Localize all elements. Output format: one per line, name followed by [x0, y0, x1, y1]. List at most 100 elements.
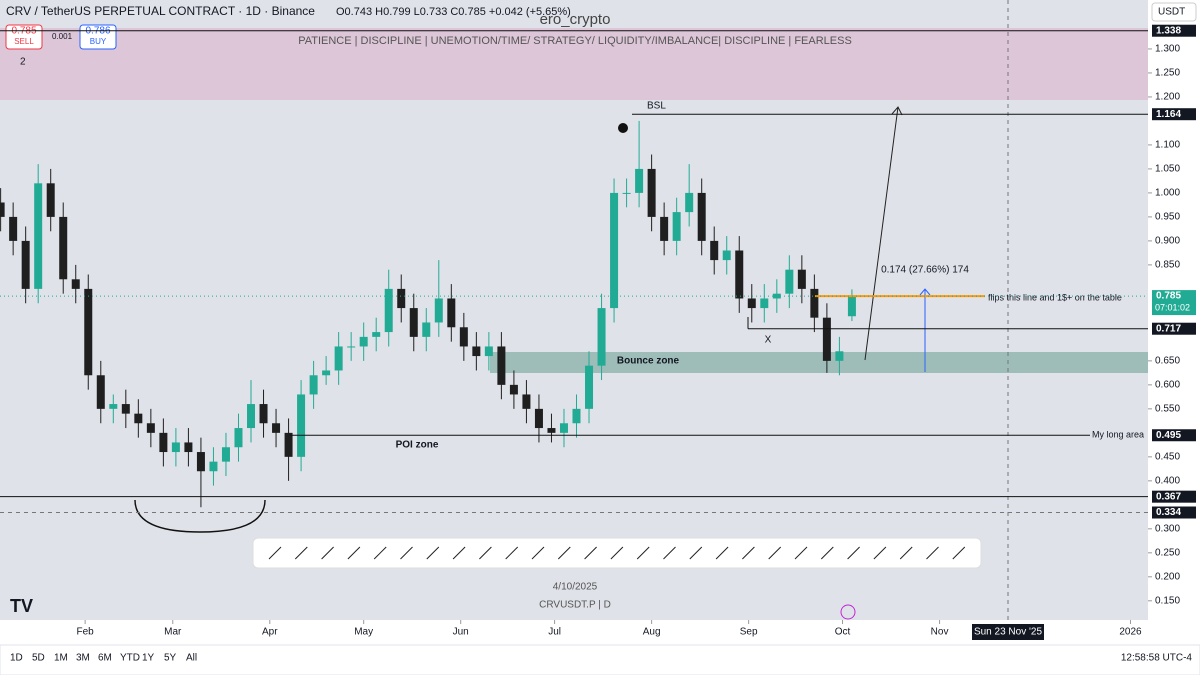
- tool-icon[interactable]: [820, 546, 834, 560]
- candle-body: [810, 288, 819, 318]
- x-tick-label: Mar: [164, 627, 182, 638]
- candle-body: [184, 442, 193, 453]
- range-button[interactable]: 1Y: [142, 653, 155, 664]
- candle-body: [835, 351, 844, 361]
- x-tick-label: Oct: [835, 627, 851, 638]
- x-tick-label: May: [354, 627, 373, 638]
- sell-label[interactable]: SELL: [14, 37, 34, 46]
- y-tick-label: 0.300: [1155, 523, 1180, 534]
- price-badge-label: 0.785: [1156, 291, 1181, 302]
- price-badge-label: 0.334: [1156, 507, 1181, 518]
- tool-icon[interactable]: [479, 546, 492, 560]
- candle-body: [697, 192, 706, 241]
- candle-body: [785, 269, 794, 294]
- price-badge-label: 0.495: [1156, 430, 1181, 441]
- candle-body: [196, 452, 205, 472]
- y-tick-label: 0.950: [1155, 212, 1180, 223]
- tool-icon[interactable]: [689, 546, 703, 560]
- candle-body: [847, 296, 856, 317]
- indicator-count[interactable]: 2: [20, 57, 26, 68]
- buy-label[interactable]: BUY: [90, 37, 107, 46]
- tool-icon[interactable]: [768, 546, 782, 560]
- candle-body: [760, 298, 769, 309]
- alert-icon[interactable]: [618, 123, 628, 133]
- candle-body: [497, 346, 506, 385]
- tool-icon[interactable]: [452, 546, 466, 560]
- candle-body: [21, 240, 30, 289]
- candle-body: [484, 346, 493, 357]
- tool-icon[interactable]: [347, 546, 361, 560]
- range-button[interactable]: 3M: [76, 653, 90, 664]
- candle-body: [234, 428, 243, 448]
- tool-icon[interactable]: [400, 546, 413, 560]
- price-axis: [1148, 0, 1200, 645]
- candle-body: [46, 183, 55, 217]
- measure-label: 0.174 (27.66%) 174: [881, 265, 969, 276]
- events-icon[interactable]: [840, 604, 856, 620]
- candle-body: [96, 375, 105, 409]
- range-button[interactable]: YTD: [120, 653, 140, 664]
- candle-body: [71, 279, 80, 289]
- tool-icon[interactable]: [847, 546, 860, 560]
- tool-icon[interactable]: [294, 546, 308, 560]
- tool-icon[interactable]: [373, 546, 387, 560]
- candle-body: [672, 212, 681, 241]
- tool-icon[interactable]: [426, 546, 440, 560]
- tool-icon[interactable]: [952, 546, 966, 560]
- price-badge-label: 0.367: [1156, 491, 1181, 502]
- candle-body: [597, 308, 606, 366]
- range-button[interactable]: 6M: [98, 653, 112, 664]
- y-tick-label: 0.400: [1155, 475, 1180, 486]
- candle-body: [59, 216, 68, 280]
- tool-icon[interactable]: [505, 546, 519, 560]
- range-button[interactable]: 5D: [32, 653, 45, 664]
- x-tick-label: Aug: [643, 627, 661, 638]
- tool-icon[interactable]: [742, 546, 755, 560]
- tool-icon[interactable]: [715, 546, 729, 560]
- candle-body: [309, 375, 318, 395]
- bounce-zone: [490, 352, 1150, 373]
- x-label: X: [765, 335, 772, 346]
- tool-icon[interactable]: [636, 546, 650, 560]
- range-button[interactable]: All: [186, 653, 197, 664]
- symbol-watermark: CRVUSDT.P | D: [539, 600, 611, 611]
- price-badge-label: 0.717: [1156, 323, 1181, 334]
- candle-body: [247, 404, 256, 429]
- currency-button[interactable]: [1151, 2, 1197, 22]
- tool-icon[interactable]: [899, 546, 913, 560]
- tool-icon[interactable]: [584, 546, 597, 560]
- y-tick-label: 1.000: [1155, 188, 1180, 199]
- candle-body: [322, 370, 331, 376]
- y-tick-label: 0.550: [1155, 403, 1180, 414]
- tool-icons: [268, 546, 966, 560]
- range-button[interactable]: 1D: [10, 653, 23, 664]
- candle-body: [422, 322, 431, 337]
- candle-body: [610, 192, 619, 309]
- range-button[interactable]: 1M: [54, 653, 68, 664]
- tool-icon[interactable]: [557, 546, 571, 560]
- price-badge: [1152, 506, 1196, 519]
- clock: 12:58:58 UTC-4: [1121, 653, 1193, 664]
- tool-icon[interactable]: [873, 546, 887, 560]
- currency[interactable]: USDT: [1158, 7, 1185, 18]
- crosshair-date: Sun 23 Nov '25: [974, 627, 1043, 638]
- projection-arrow: [864, 106, 903, 361]
- y-tick-label: 1.100: [1155, 140, 1180, 151]
- tool-icon[interactable]: [531, 546, 545, 560]
- tool-icon[interactable]: [663, 546, 676, 560]
- tool-icon[interactable]: [321, 546, 334, 560]
- candle-body: [447, 298, 456, 328]
- tool-icon[interactable]: [926, 546, 939, 560]
- tool-icon[interactable]: [268, 546, 282, 560]
- x-tick-label: 2026: [1119, 627, 1142, 638]
- tool-icon[interactable]: [610, 546, 624, 560]
- candle-body: [685, 192, 694, 213]
- candle-body: [284, 432, 293, 457]
- candle-body: [559, 423, 568, 433]
- candle-body: [134, 413, 143, 424]
- candle-body: [0, 202, 5, 217]
- y-tick-label: 0.600: [1155, 380, 1180, 391]
- candle-body: [272, 423, 281, 433]
- tool-icon[interactable]: [794, 546, 808, 560]
- range-button[interactable]: 5Y: [164, 653, 177, 664]
